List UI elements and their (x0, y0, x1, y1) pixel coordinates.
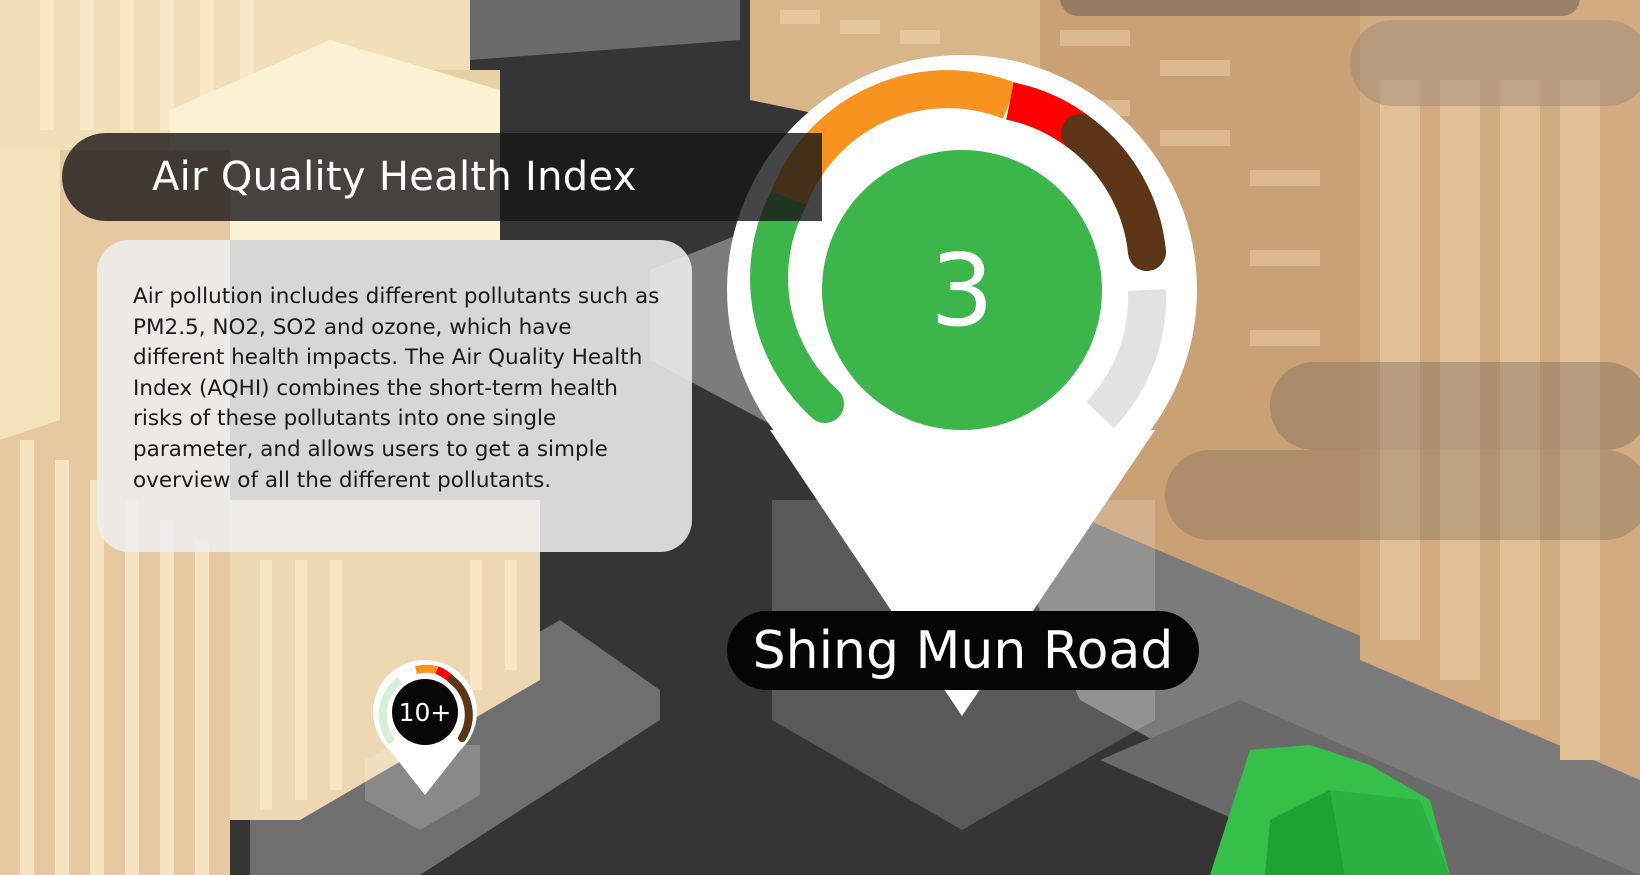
decor-pill (1060, 0, 1580, 16)
title-bar: Air Quality Health Index (62, 133, 822, 221)
building-facade (0, 150, 60, 440)
decor-pill (1165, 450, 1640, 540)
sidewalk (470, 0, 740, 60)
gauge-inactive-segment (1085, 289, 1167, 429)
aqhi-value: 3 (930, 231, 994, 349)
aqhi-map-pin[interactable] (727, 55, 1197, 716)
gauge-low-segment (750, 179, 844, 423)
description-text: Air pollution includes different polluta… (133, 284, 660, 493)
aqhi-small-pin[interactable] (373, 660, 477, 795)
gauge-very-high-segment (1061, 114, 1166, 271)
aqhi-value-disc (822, 150, 1102, 430)
description-card: Air pollution includes different polluta… (97, 240, 692, 552)
page-title: Air Quality Health Index (152, 154, 637, 200)
gauge-pointer-icon (795, 226, 818, 250)
location-label[interactable]: Shing Mun Road (727, 611, 1199, 690)
decor-pill (1350, 20, 1640, 106)
building-right-tall (1360, 0, 1640, 780)
small-aqhi-value: 10+ (398, 697, 452, 727)
tree (1210, 745, 1450, 875)
decor-pill (1270, 362, 1640, 450)
